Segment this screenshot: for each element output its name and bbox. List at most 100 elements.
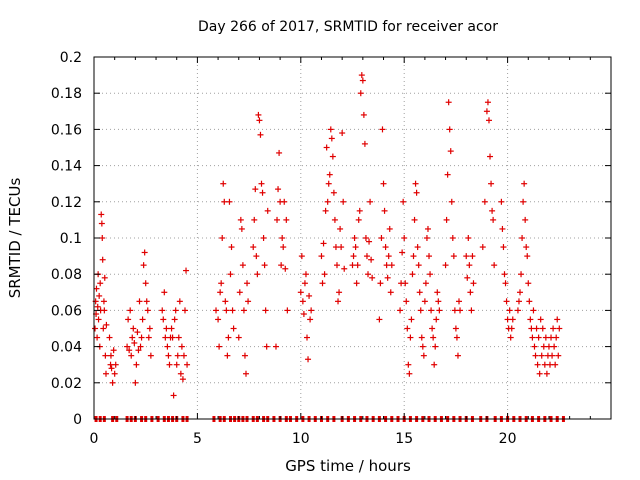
data-point [352, 244, 359, 251]
data-point [358, 72, 365, 79]
data-point [239, 262, 246, 269]
data-point [484, 99, 491, 106]
data-point [219, 235, 226, 241]
data-point [333, 262, 340, 269]
data-point [355, 216, 362, 223]
data-point [250, 244, 257, 251]
data-point [531, 343, 538, 350]
data-point [507, 334, 514, 341]
data-point [442, 262, 449, 269]
data-point [136, 298, 143, 305]
data-point [448, 198, 455, 205]
data-point [124, 343, 131, 350]
data-point [401, 235, 408, 241]
x-tick-label: 10 [292, 431, 310, 447]
data-point [137, 343, 144, 350]
data-point [470, 280, 477, 287]
data-point [224, 352, 231, 359]
data-point [173, 361, 180, 368]
data-points [92, 72, 563, 399]
data-point [428, 307, 435, 314]
data-point [411, 216, 418, 223]
data-point [489, 207, 496, 214]
data-point [135, 347, 142, 354]
data-point [125, 316, 132, 323]
data-point [402, 280, 409, 287]
data-point [272, 343, 279, 350]
data-point [146, 325, 153, 332]
data-point [165, 352, 172, 359]
data-point [179, 376, 186, 383]
data-point [504, 316, 511, 323]
data-point [483, 108, 490, 115]
data-point [518, 271, 525, 278]
data-point [465, 235, 472, 241]
x-tick-labels: 0 5 10 15 20 [90, 431, 517, 447]
data-point [541, 361, 548, 368]
data-point [508, 325, 515, 332]
data-point [450, 253, 457, 260]
data-point [467, 289, 474, 296]
data-point [103, 321, 110, 328]
data-point [263, 343, 270, 350]
data-point [385, 253, 392, 260]
data-point [545, 343, 552, 350]
data-point [454, 352, 461, 359]
data-point [162, 334, 169, 341]
data-point [161, 289, 168, 296]
data-point [542, 334, 549, 341]
data-point [353, 280, 360, 287]
data-point [238, 225, 245, 232]
y-tick-label: 0.02 [51, 376, 82, 392]
data-point [261, 262, 268, 269]
data-point [543, 370, 550, 377]
data-point [532, 352, 539, 359]
data-point [387, 289, 394, 296]
data-point [521, 180, 528, 187]
data-point [274, 216, 281, 223]
data-point [230, 325, 237, 332]
data-point [126, 347, 133, 354]
data-point [354, 262, 361, 269]
data-point [341, 265, 348, 272]
data-point [216, 343, 223, 350]
data-point [537, 316, 544, 323]
data-point [331, 216, 338, 223]
data-point [551, 343, 558, 350]
data-point [361, 140, 368, 147]
data-point [96, 292, 103, 299]
data-point [111, 370, 118, 377]
data-point [107, 352, 114, 359]
data-point [419, 343, 426, 350]
data-point [499, 225, 506, 232]
data-point [183, 267, 190, 274]
data-point [451, 307, 458, 314]
data-point [236, 289, 243, 296]
data-point [142, 280, 149, 287]
data-point [449, 235, 456, 241]
data-point [299, 298, 306, 305]
data-point [332, 244, 339, 251]
x-axis-title: GPS time / hours [285, 457, 411, 475]
data-point [184, 361, 191, 368]
data-point [399, 249, 406, 256]
y-tick-label: 0.16 [51, 122, 82, 138]
data-point [529, 334, 536, 341]
data-point [363, 253, 370, 260]
data-point [221, 198, 228, 205]
x-tick-label: 0 [90, 431, 99, 447]
data-point [108, 365, 115, 372]
data-point [503, 298, 510, 305]
data-point [400, 198, 407, 205]
data-point [330, 189, 337, 196]
data-point [338, 244, 345, 251]
data-point [251, 216, 258, 223]
data-point [241, 352, 248, 359]
data-point [554, 316, 561, 323]
data-point [464, 274, 471, 281]
data-point [443, 216, 450, 223]
data-point [321, 271, 328, 278]
data-point [145, 334, 152, 341]
data-point [128, 352, 135, 359]
